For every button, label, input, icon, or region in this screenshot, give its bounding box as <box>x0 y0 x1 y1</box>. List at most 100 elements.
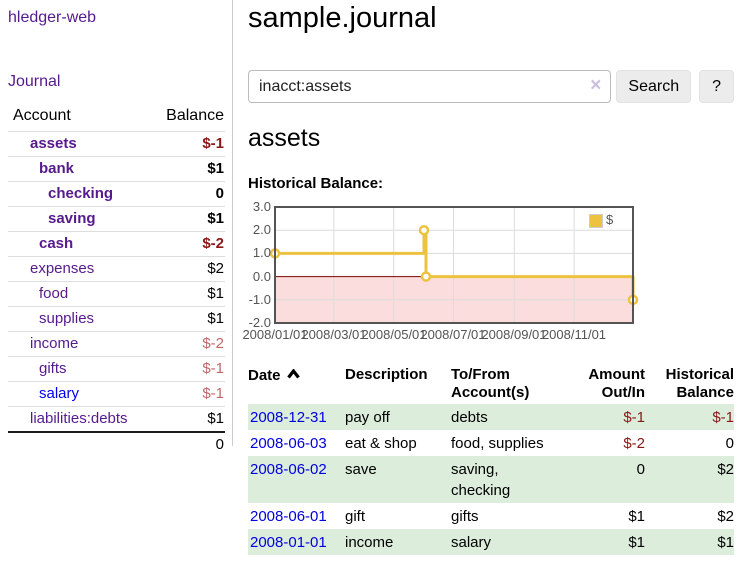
account-link-bank[interactable]: bank <box>39 160 75 177</box>
main-content: sample.journal × Search ? assets Histori… <box>242 0 734 555</box>
account-row: saving $1 <box>8 206 225 232</box>
historical-balance-chart: 3.0 2.0 1.0 0.0 -1.0 -2.0 2008/01/01 200… <box>242 199 734 347</box>
search-form: × Search ? <box>248 70 734 103</box>
x-tick-label: 2008/03/01 <box>301 327 367 342</box>
data-point-markers <box>269 224 639 306</box>
account-row: checking 0 <box>8 181 225 207</box>
account-row: supplies $1 <box>8 306 225 332</box>
sort-ascending-icon <box>286 366 300 384</box>
account-row: bank $1 <box>8 156 225 182</box>
account-row: assets $-1 <box>8 131 225 157</box>
search-button[interactable]: Search <box>616 70 692 103</box>
chart-heading: Historical Balance: <box>248 175 384 192</box>
register-header-accounts: To/From Account(s) <box>451 366 530 401</box>
page-title: sample.journal <box>248 2 437 34</box>
transaction-date-link[interactable]: 2008-06-03 <box>250 435 327 452</box>
account-row: cash $-2 <box>8 231 225 257</box>
account-link-cash[interactable]: cash <box>39 235 74 252</box>
register-row: 2008-12-31 pay off debts $-1 $-1 <box>248 404 734 430</box>
y-tick-label: 1.0 <box>252 245 271 260</box>
accounts-total-value: 0 <box>149 431 225 457</box>
register-row: 2008-06-03 eat & shop food, supplies $-2… <box>248 430 734 456</box>
accounts-table: Account Balance assets $-1 bank $1 check… <box>8 105 225 457</box>
transaction-description: eat & shop <box>345 435 417 452</box>
account-balance: $-1 <box>149 381 225 407</box>
y-tick-label: -2.0 <box>248 315 271 330</box>
y-tick-label: 3.0 <box>252 199 271 214</box>
register-row: 2008-01-01 income salary $1 $1 <box>248 529 734 555</box>
y-tick-label: 2.0 <box>252 222 271 237</box>
register-header-amount: Amount Out/In <box>588 366 645 401</box>
legend-label: $ <box>606 212 614 227</box>
account-link-liabilities-debts[interactable]: liabilities:debts <box>30 410 128 427</box>
account-row: expenses $2 <box>8 256 225 282</box>
account-link-gifts[interactable]: gifts <box>39 360 67 377</box>
transaction-description: save <box>345 461 377 478</box>
account-row: salary $-1 <box>8 381 225 407</box>
legend-color-swatch <box>589 214 603 228</box>
transaction-accounts: saving, checking <box>451 461 511 499</box>
transaction-accounts: food, supplies <box>451 435 544 452</box>
accounts-header-row: Account Balance <box>8 105 225 132</box>
x-tick-label: 2008/05/01 <box>361 327 427 342</box>
accounts-total-row: 0 <box>8 431 225 457</box>
app-brand-link[interactable]: hledger-web <box>8 9 97 26</box>
account-link-income[interactable]: income <box>30 335 79 352</box>
register-table: Date Description To/From Account(s) Amou… <box>248 364 734 555</box>
account-balance: $-2 <box>149 331 225 357</box>
account-row: liabilities:debts $1 <box>8 406 225 432</box>
accounts-header-account: Account <box>13 107 71 124</box>
register-row: 2008-06-02 save saving, checking 0 $2 <box>248 456 734 503</box>
transaction-date-link[interactable]: 2008-06-01 <box>250 508 327 525</box>
account-balance: $1 <box>149 281 225 307</box>
transaction-balance: $-1 <box>712 409 734 426</box>
transaction-date-link[interactable]: 2008-06-02 <box>250 461 327 478</box>
account-balance: $1 <box>149 306 225 332</box>
account-link-salary[interactable]: salary <box>39 385 80 402</box>
register-row: 2008-06-01 gift gifts $1 $2 <box>248 503 734 529</box>
x-tick-label: 2008/07/01 <box>420 327 486 342</box>
transaction-balance: $2 <box>717 508 734 525</box>
transaction-balance: $1 <box>717 534 734 551</box>
transaction-amount: $1 <box>628 508 645 525</box>
transaction-description: pay off <box>345 409 390 426</box>
sidebar-item-journal[interactable]: Journal <box>8 73 61 90</box>
register-header-description: Description <box>345 366 428 383</box>
search-help-button[interactable]: ? <box>699 70 734 103</box>
account-link-saving[interactable]: saving <box>48 210 96 227</box>
account-balance: $-1 <box>149 131 225 157</box>
account-link-assets[interactable]: assets <box>30 135 77 152</box>
account-link-checking[interactable]: checking <box>48 185 114 202</box>
search-input[interactable] <box>248 70 612 103</box>
y-tick-label: -1.0 <box>248 292 271 307</box>
y-tick-label: 0.0 <box>252 269 271 284</box>
account-balance: $-1 <box>149 356 225 382</box>
account-balance: $1 <box>149 406 225 432</box>
account-link-food[interactable]: food <box>39 285 69 302</box>
transaction-description: income <box>345 534 394 551</box>
account-section-heading: assets <box>248 124 321 152</box>
transaction-date-link[interactable]: 2008-12-31 <box>250 409 327 426</box>
account-balance: $1 <box>149 206 225 232</box>
transaction-amount: $-1 <box>623 409 645 426</box>
account-link-expenses[interactable]: expenses <box>30 260 95 277</box>
clear-search-icon[interactable]: × <box>590 75 602 96</box>
plot-border <box>274 206 634 324</box>
account-balance: $2 <box>149 256 225 282</box>
register-header-balance: Historical Balance <box>665 366 734 401</box>
transaction-balance: $2 <box>717 461 734 478</box>
transaction-date-link[interactable]: 2008-01-01 <box>250 534 327 551</box>
balance-chart-canvas <box>269 206 639 324</box>
account-balance: 0 <box>149 181 225 207</box>
x-tick-label: 2008/01/01 <box>242 327 308 342</box>
register-header-date[interactable]: Date <box>248 364 345 404</box>
account-link-supplies[interactable]: supplies <box>39 310 95 327</box>
accounts-header-balance: Balance <box>166 107 224 124</box>
account-row: income $-2 <box>8 331 225 357</box>
transaction-description: gift <box>345 508 366 525</box>
transaction-amount: $-2 <box>623 435 645 452</box>
account-row: gifts $-1 <box>8 356 225 382</box>
account-row: food $1 <box>8 281 225 307</box>
transaction-amount: 0 <box>636 461 645 478</box>
transaction-accounts: gifts <box>451 508 479 525</box>
